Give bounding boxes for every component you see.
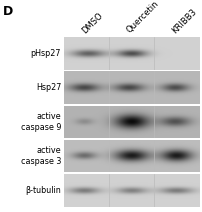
Text: active
caspase 3: active caspase 3 <box>21 146 61 166</box>
Text: β-tubulin: β-tubulin <box>25 186 61 195</box>
Text: DMSO: DMSO <box>80 11 104 35</box>
Text: pHsp27: pHsp27 <box>31 49 61 58</box>
Text: D: D <box>3 5 13 18</box>
Text: Hsp27: Hsp27 <box>36 83 61 92</box>
Text: active
caspase 9: active caspase 9 <box>21 112 61 132</box>
Text: KRIBB3: KRIBB3 <box>170 7 198 35</box>
Text: Quercetin: Quercetin <box>125 0 161 35</box>
